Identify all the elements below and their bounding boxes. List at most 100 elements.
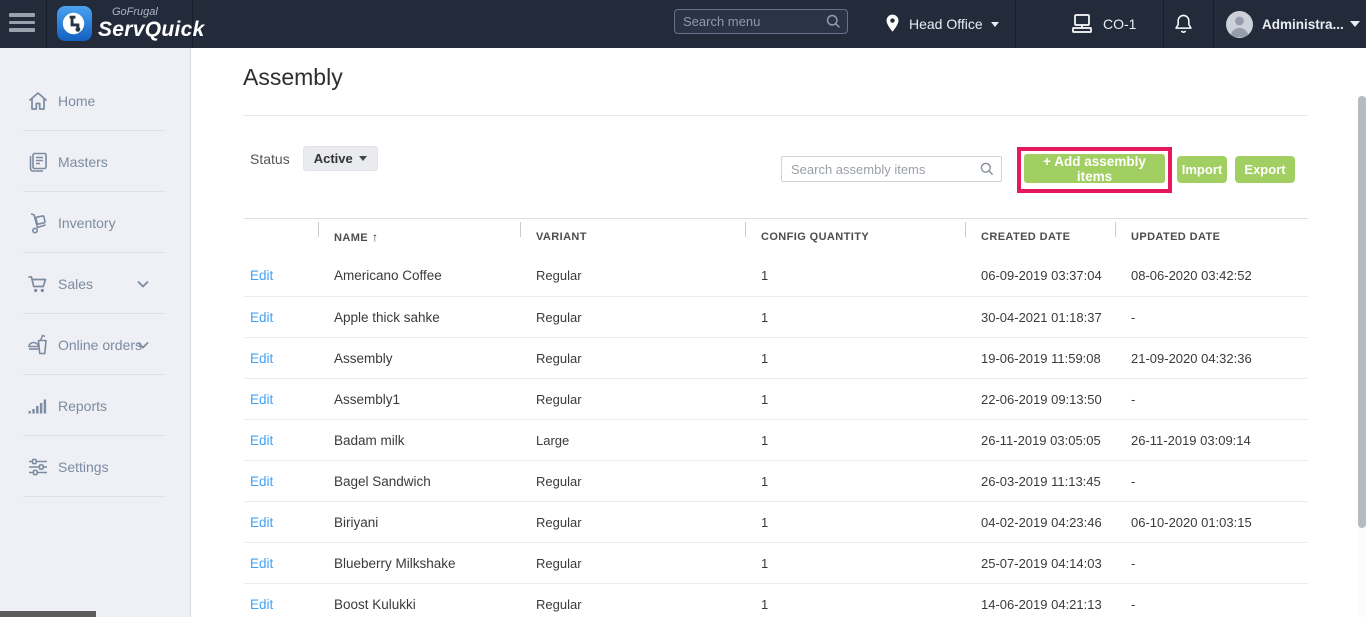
cell-text: - xyxy=(1131,309,1136,325)
edit-cell: Edit xyxy=(244,420,318,461)
config-quantity-cell: 1 xyxy=(745,297,965,338)
edit-link[interactable]: Edit xyxy=(250,555,274,571)
sidebar-item-reports[interactable]: Reports xyxy=(0,375,190,436)
edit-link[interactable]: Edit xyxy=(250,514,274,530)
cell-text: 26-11-2019 03:09:14 xyxy=(1131,432,1251,448)
search-icon xyxy=(826,14,840,28)
edit-cell: Edit xyxy=(244,461,318,502)
edit-link[interactable]: Edit xyxy=(250,350,274,366)
import-button[interactable]: Import xyxy=(1177,156,1227,183)
add-assembly-items-button[interactable]: + Add assembly items xyxy=(1024,154,1165,184)
home-icon xyxy=(28,91,48,110)
sidebar-item-home[interactable]: Home xyxy=(0,70,190,131)
column-header-variant[interactable]: VARIANT xyxy=(520,219,745,256)
export-button[interactable]: Export xyxy=(1235,156,1295,183)
name-cell: Americano Coffee xyxy=(318,256,520,297)
location-selector[interactable]: Head Office xyxy=(884,0,999,48)
user-menu[interactable]: Administra... xyxy=(1226,0,1360,48)
terminal-selector[interactable]: CO-1 xyxy=(1070,0,1136,48)
created-date-cell: 19-06-2019 11:59:08 xyxy=(965,338,1115,379)
chevron-down-icon xyxy=(137,280,149,288)
created-date-cell: 26-11-2019 03:05:05 xyxy=(965,420,1115,461)
assembly-table: NAME ↑ VARIANT CONFIG QUANTITY CREATED DA… xyxy=(244,218,1308,617)
sidebar-item-label: Online orders xyxy=(58,336,143,353)
column-header-name[interactable]: NAME ↑ xyxy=(318,219,520,256)
name-cell: Blueberry Milkshake xyxy=(318,543,520,584)
column-header-created-date[interactable]: CREATED DATE xyxy=(965,219,1115,256)
cell-text: - xyxy=(1131,596,1136,612)
edit-cell: Edit xyxy=(244,379,318,420)
reports-icon xyxy=(28,399,47,413)
menu-search-input[interactable] xyxy=(674,9,848,34)
column-header-updated-date[interactable]: UPDATED DATE xyxy=(1115,219,1308,256)
page-title: Assembly xyxy=(243,64,343,90)
status-dropdown[interactable]: Active xyxy=(302,146,378,171)
cell-text: 1 xyxy=(761,514,769,530)
cell-text: 26-11-2019 03:05:05 xyxy=(981,432,1101,448)
table-row: Edit Bagel Sandwich Regular 1 26-03-2019… xyxy=(244,461,1308,502)
cell-text: - xyxy=(1131,391,1136,407)
notifications-button[interactable] xyxy=(1173,0,1194,48)
sidebar-item-label: Inventory xyxy=(58,214,116,231)
edit-link[interactable]: Edit xyxy=(250,268,274,284)
search-icon xyxy=(980,162,994,176)
edit-link[interactable]: Edit xyxy=(250,309,274,325)
cell-text: Assembly1 xyxy=(334,391,401,407)
cell-text: Regular xyxy=(536,514,582,530)
edit-cell: Edit xyxy=(244,543,318,584)
variant-cell: Regular xyxy=(520,297,745,338)
edit-link[interactable]: Edit xyxy=(250,432,274,448)
variant-cell: Regular xyxy=(520,543,745,584)
cell-text: Assembly xyxy=(334,350,393,366)
edit-link[interactable]: Edit xyxy=(250,596,274,612)
edit-cell: Edit xyxy=(244,584,318,617)
config-quantity-cell: 1 xyxy=(745,379,965,420)
sidebar-item-inventory[interactable]: Inventory xyxy=(0,192,190,253)
updated-date-cell: - xyxy=(1115,461,1308,502)
cell-text: 08-06-2020 03:42:52 xyxy=(1131,268,1252,284)
updated-date-cell: 21-09-2020 04:32:36 xyxy=(1115,338,1308,379)
variant-cell: Regular xyxy=(520,379,745,420)
sidebar-item-label: Reports xyxy=(58,397,108,414)
updated-date-cell: 08-06-2020 03:42:52 xyxy=(1115,256,1308,297)
table-row: Edit Boost Kulukki Regular 1 14-06-2019 … xyxy=(244,584,1308,617)
cell-text: 1 xyxy=(761,391,769,407)
cell-text: Apple thick sahke xyxy=(334,309,440,325)
sidebar-item-online-orders[interactable]: Online orders xyxy=(0,314,190,375)
cell-text: Regular xyxy=(536,391,582,407)
terminal-label: CO-1 xyxy=(1103,16,1137,32)
sidebar-item-label: Settings xyxy=(58,458,109,475)
top-bar: GoFrugal ServQuick Head Office CO-1 xyxy=(0,0,1366,48)
avatar xyxy=(1226,10,1253,38)
table-header-row: NAME ↑ VARIANT CONFIG QUANTITY CREATED DA… xyxy=(244,218,1308,256)
variant-cell: Regular xyxy=(520,338,745,379)
vertical-scrollbar-thumb[interactable] xyxy=(1358,96,1366,528)
sidebar-item-label: Home xyxy=(58,92,96,109)
edit-link[interactable]: Edit xyxy=(250,473,274,489)
edit-link[interactable]: Edit xyxy=(250,391,274,407)
sidebar-item-masters[interactable]: Masters xyxy=(0,131,190,192)
online-orders-icon xyxy=(28,334,47,354)
created-date-cell: 30-04-2021 01:18:37 xyxy=(965,297,1115,338)
cell-text: Bagel Sandwich xyxy=(334,473,431,489)
cell-text: 1 xyxy=(761,596,769,612)
horizontal-scrollbar-thumb[interactable] xyxy=(0,611,96,617)
edit-cell: Edit xyxy=(244,297,318,338)
vertical-scrollbar[interactable] xyxy=(1358,96,1366,617)
cell-text: Biriyani xyxy=(334,514,379,530)
created-date-cell: 22-06-2019 09:13:50 xyxy=(965,379,1115,420)
sidebar-item-settings[interactable]: Settings xyxy=(0,436,190,497)
hamburger-menu-icon[interactable] xyxy=(9,13,37,35)
chevron-down-icon xyxy=(358,156,367,161)
cell-text: Regular xyxy=(536,350,582,366)
config-quantity-cell: 1 xyxy=(745,584,965,617)
cell-text: 1 xyxy=(761,473,769,489)
column-header-config-quantity[interactable]: CONFIG QUANTITY xyxy=(745,219,965,256)
cell-text: 19-06-2019 11:59:08 xyxy=(981,350,1101,366)
sidebar-item-sales[interactable]: Sales xyxy=(0,253,190,314)
created-date-cell: 14-06-2019 04:21:13 xyxy=(965,584,1115,617)
status-filter: Status Active xyxy=(250,146,378,171)
table-row: Edit Apple thick sahke Regular 1 30-04-2… xyxy=(244,297,1308,338)
assembly-search-input[interactable] xyxy=(781,156,1002,182)
menu-search xyxy=(674,9,848,34)
